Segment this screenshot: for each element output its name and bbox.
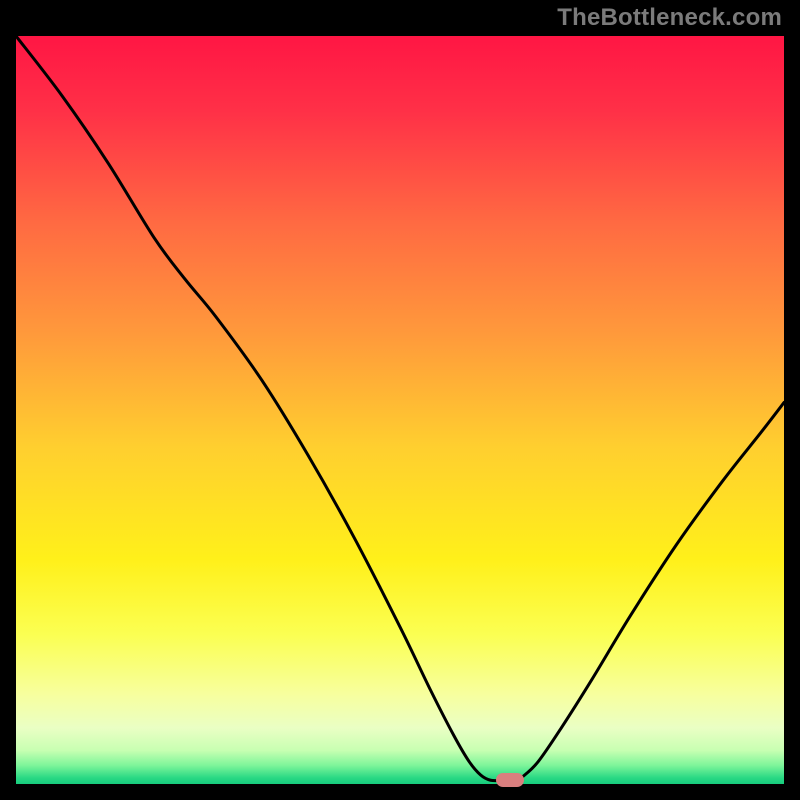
watermark-text: TheBottleneck.com — [557, 4, 782, 32]
bottleneck-curve — [16, 36, 784, 784]
minimum-marker — [496, 773, 524, 787]
bottleneck-plot — [16, 36, 784, 784]
